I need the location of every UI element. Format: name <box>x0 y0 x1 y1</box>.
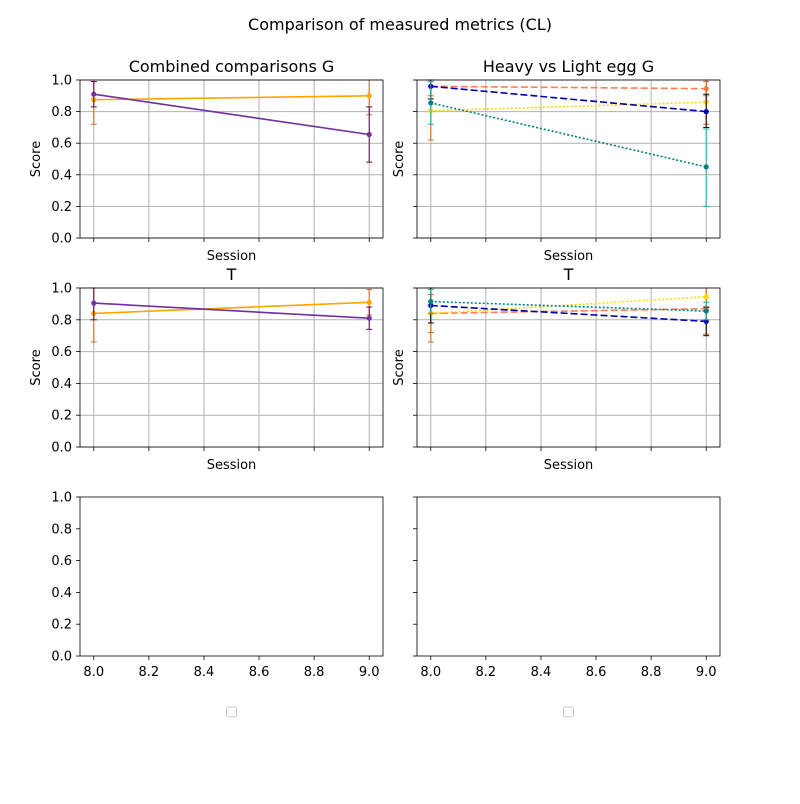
x-tick-label: 9.0 <box>696 665 717 680</box>
subplot-title: Heavy vs Light egg G <box>483 57 654 76</box>
series-line-1 <box>430 85 707 90</box>
data-point <box>703 164 709 170</box>
x-axis-label: Session <box>207 249 257 264</box>
axes-frame <box>416 79 721 239</box>
subplot-6: 8.0 8.2 8.4 8.6 8.8 9.0 <box>413 496 721 718</box>
y-tick-label: 0.4 <box>51 377 72 392</box>
subplot-title: T <box>226 265 237 284</box>
subplot-title: Combined comparisons G <box>129 57 335 76</box>
series-line-2 <box>93 302 370 320</box>
axes-frame <box>79 79 384 239</box>
y-tick-label: 0.0 <box>51 232 72 247</box>
data-point <box>703 109 709 115</box>
y-tick-label: 0.4 <box>51 586 72 601</box>
axes-frame <box>416 496 721 657</box>
y-tick-label: 0.2 <box>51 618 72 633</box>
y-tick-label: 1.0 <box>51 282 72 297</box>
data-point <box>366 131 372 138</box>
x-tick-label: 8.6 <box>249 665 270 680</box>
y-axis-label: Score <box>29 141 44 177</box>
data-point <box>366 315 372 321</box>
series-line-1 <box>430 307 707 315</box>
y-tick-label: 0.6 <box>51 345 72 360</box>
x-tick-label: 8.4 <box>194 665 215 680</box>
x-axis-label: Session <box>544 458 594 473</box>
y-axis-label: Score <box>392 141 407 177</box>
x-tick-label: 8.4 <box>531 665 552 680</box>
data-point <box>366 93 372 99</box>
x-tick-label: 8.2 <box>139 665 160 680</box>
y-tick-label: 0.4 <box>51 168 72 183</box>
y-tick-label: 0.8 <box>51 105 72 120</box>
series-line-4 <box>430 102 707 168</box>
data-point <box>428 298 434 305</box>
x-axis-label: Session <box>544 249 594 264</box>
y-axis-label: Score <box>392 349 407 385</box>
series-line-1 <box>93 301 370 315</box>
axes-frame <box>79 496 384 657</box>
data-point <box>703 294 709 300</box>
empty-legend-box <box>226 706 237 718</box>
y-tick-label: 0.0 <box>51 441 72 456</box>
series-line-4 <box>430 300 707 312</box>
x-tick-label: 8.6 <box>586 665 607 680</box>
x-axis-label: Session <box>207 458 257 473</box>
figure-suptitle: Comparison of measured metrics (CL) <box>248 15 552 34</box>
series-line-1 <box>93 95 370 101</box>
data-point <box>91 300 97 306</box>
empty-legend-box <box>563 706 574 718</box>
y-tick-label: 1.0 <box>51 491 72 506</box>
subplot-4: T Session Score <box>392 265 721 473</box>
axes-frame <box>416 287 721 448</box>
data-point <box>91 91 97 97</box>
x-tick-label: 8.0 <box>420 665 441 680</box>
y-tick-label: 0.2 <box>51 200 72 215</box>
data-point <box>703 308 709 314</box>
series-line-2 <box>430 101 707 112</box>
series-line-2 <box>93 93 370 136</box>
x-tick-label: 8.8 <box>641 665 662 680</box>
subplot-3: 0.0 0.2 0.4 0.6 0.8 1.0 T Session Score <box>29 265 384 473</box>
data-point <box>428 100 434 106</box>
x-tick-label: 8.2 <box>476 665 497 680</box>
series-line-2 <box>430 295 707 315</box>
y-tick-label: 0.6 <box>51 554 72 569</box>
y-tick-label: 1.0 <box>51 74 72 89</box>
y-tick-label: 0.2 <box>51 409 72 424</box>
x-tick-label: 8.8 <box>304 665 325 680</box>
x-tick-label: 9.0 <box>359 665 380 680</box>
x-tick-label: 8.0 <box>83 665 104 680</box>
y-tick-label: 0.8 <box>51 522 72 537</box>
data-point <box>366 299 372 305</box>
series-line-3 <box>430 85 707 113</box>
subplot-2: Heavy vs Light egg G Session Score <box>392 57 721 264</box>
y-axis-label: Score <box>29 349 44 385</box>
subplot-title: T <box>563 265 574 284</box>
subplot-1: 0.0 0.2 0.4 0.6 0.8 1.0 Combined comparisons G… <box>29 57 384 264</box>
subplot-5: 0.0 0.2 0.4 0.6 0.8 1.0 8.0 8.2 8.4 8.6 8.8 9.0 <box>51 491 384 718</box>
y-tick-label: 0.0 <box>51 650 72 665</box>
axes-frame <box>79 287 384 448</box>
series-line-3 <box>430 304 707 323</box>
y-tick-label: 0.8 <box>51 313 72 328</box>
y-tick-label: 0.6 <box>51 137 72 152</box>
